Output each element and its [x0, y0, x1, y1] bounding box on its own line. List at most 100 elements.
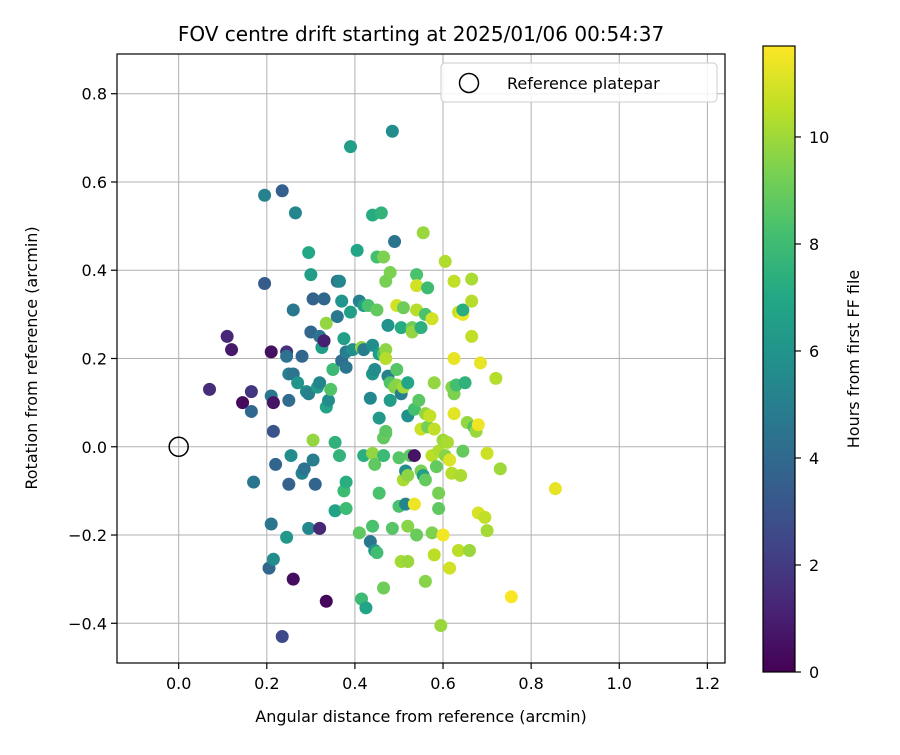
- y-tick-label: 0.6: [82, 173, 107, 192]
- x-tick-label: 1.0: [607, 674, 632, 693]
- data-point: [297, 462, 311, 476]
- data-point: [366, 338, 380, 352]
- data-point: [247, 475, 261, 489]
- y-tick-label: −0.4: [68, 614, 107, 633]
- data-point: [440, 435, 454, 449]
- data-point: [383, 393, 397, 407]
- data-point: [377, 581, 391, 595]
- y-axis-label: Rotation from reference (arcmin): [22, 226, 41, 489]
- data-point: [372, 486, 386, 500]
- data-point: [410, 279, 424, 293]
- colorbar-tick-label: 4: [809, 449, 819, 468]
- data-point: [317, 292, 331, 306]
- data-point: [220, 329, 234, 343]
- data-point: [339, 360, 353, 374]
- data-point: [275, 184, 289, 198]
- data-point: [465, 294, 479, 308]
- data-point: [379, 352, 393, 365]
- colorbar-tick-label: 2: [809, 556, 819, 575]
- data-point: [350, 243, 364, 257]
- data-point: [368, 457, 382, 471]
- x-axis-label: Angular distance from reference (arcmin): [255, 707, 586, 726]
- data-point: [335, 294, 349, 308]
- data-point: [416, 226, 430, 240]
- data-point: [266, 552, 280, 566]
- reference-platepar-marker: [168, 436, 189, 458]
- data-point: [269, 457, 283, 471]
- legend: Reference platepar: [440, 62, 718, 103]
- data-point: [454, 468, 468, 482]
- data-point: [390, 363, 404, 377]
- y-tick-label: 0.0: [82, 438, 107, 457]
- data-point: [370, 546, 384, 560]
- data-point: [383, 265, 397, 279]
- grid-lines: [117, 54, 725, 663]
- chart-title: FOV centre drift starting at 2025/01/06 …: [178, 22, 664, 46]
- data-points: [203, 124, 562, 644]
- x-tick-label: 0.8: [518, 674, 543, 693]
- data-point: [372, 411, 386, 425]
- data-point: [306, 453, 320, 467]
- colorbar-label: Hours from first FF file: [844, 270, 863, 449]
- data-point: [332, 449, 346, 463]
- data-point: [407, 449, 421, 463]
- data-point: [266, 424, 280, 438]
- data-point: [366, 519, 380, 533]
- data-point: [282, 393, 296, 407]
- data-point: [258, 188, 272, 202]
- data-point: [332, 274, 346, 288]
- data-point: [458, 376, 472, 390]
- y-tick-label: 0.2: [82, 350, 107, 369]
- data-point: [401, 468, 415, 482]
- data-point: [330, 310, 344, 324]
- data-point: [291, 376, 305, 390]
- data-point: [394, 321, 408, 335]
- data-point: [388, 235, 402, 249]
- data-point: [363, 391, 377, 405]
- data-point: [436, 528, 450, 542]
- data-point: [359, 601, 373, 615]
- data-point: [418, 473, 432, 487]
- data-point: [244, 404, 258, 418]
- data-point: [317, 334, 331, 348]
- data-point: [434, 618, 448, 632]
- data-point: [443, 453, 457, 467]
- data-point: [480, 524, 494, 538]
- data-point: [396, 301, 410, 315]
- data-point: [427, 422, 441, 436]
- data-point: [374, 206, 388, 220]
- x-tick-label: 0.6: [430, 674, 455, 693]
- data-point: [225, 343, 239, 357]
- data-point: [313, 376, 327, 390]
- data-point: [319, 594, 333, 608]
- data-point: [423, 409, 437, 423]
- colorbar-frame: [762, 45, 796, 673]
- data-point: [352, 526, 366, 540]
- data-point: [410, 528, 424, 542]
- data-point: [427, 376, 441, 390]
- data-point: [480, 446, 494, 460]
- data-point: [385, 124, 399, 138]
- data-point: [275, 630, 289, 644]
- data-point: [432, 486, 446, 500]
- data-point: [425, 312, 439, 326]
- data-point: [337, 332, 351, 346]
- data-point: [432, 502, 446, 516]
- data-point: [258, 276, 272, 290]
- data-point: [451, 543, 465, 557]
- data-point: [339, 475, 353, 489]
- y-tick-label: 0.4: [82, 261, 107, 280]
- data-point: [339, 502, 353, 516]
- data-point: [462, 543, 476, 557]
- data-point: [407, 497, 421, 511]
- data-point: [302, 387, 316, 401]
- data-point: [414, 321, 428, 335]
- data-point: [478, 510, 492, 524]
- data-point: [244, 385, 258, 399]
- data-point: [288, 206, 302, 220]
- data-point: [344, 305, 358, 319]
- data-point: [319, 316, 333, 330]
- colorbar-tick-label: 6: [809, 342, 819, 361]
